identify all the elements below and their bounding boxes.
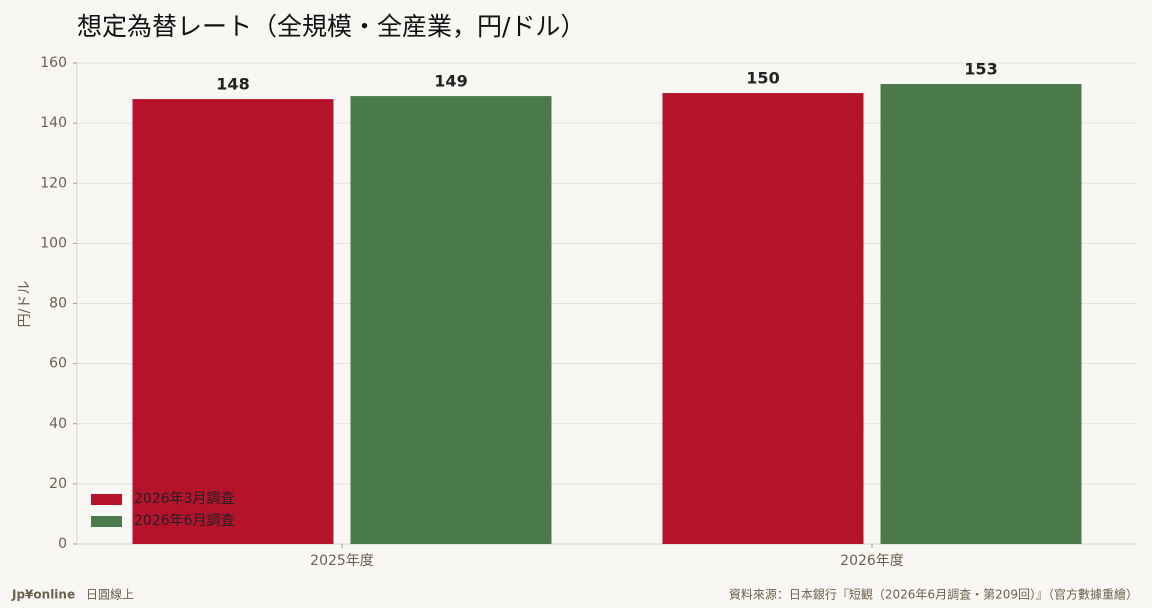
y-tick-label: 0 — [58, 536, 67, 552]
y-tick-label: 80 — [49, 296, 67, 312]
bar — [132, 99, 334, 544]
bar — [350, 96, 552, 544]
footer-brand-sub: 日圓線上 — [86, 587, 134, 602]
legend-swatch — [91, 516, 122, 527]
y-tick-label: 140 — [40, 115, 67, 131]
legend-label: 2026年3月調査 — [134, 491, 235, 507]
x-tick-label: 2026年度 — [840, 553, 904, 569]
chart-title: 想定為替レート（全規模・全産業，円/ドル） — [77, 12, 585, 41]
footer-source: 資料來源：日本銀行『短観（2026年6月調査・第209回）』（官方數據重繪） — [729, 587, 1138, 602]
legend-label: 2026年6月調査 — [134, 513, 235, 529]
value-label: 153 — [964, 60, 997, 79]
value-label: 150 — [746, 69, 779, 88]
bar — [880, 84, 1082, 544]
y-axis-label: 円/ドル — [17, 281, 33, 328]
y-tick-label: 40 — [49, 416, 67, 432]
value-label: 149 — [434, 72, 467, 91]
y-tick-label: 160 — [40, 55, 67, 71]
legend-swatch — [91, 494, 122, 505]
value-label: 148 — [216, 75, 249, 94]
bar — [662, 93, 864, 544]
y-tick-label: 60 — [49, 356, 67, 372]
y-tick-label: 120 — [40, 175, 67, 191]
footer-brand: Jp¥online — [11, 588, 75, 602]
y-tick-label: 20 — [49, 476, 67, 492]
x-tick-label: 2025年度 — [310, 553, 374, 569]
y-tick-label: 100 — [40, 235, 67, 251]
